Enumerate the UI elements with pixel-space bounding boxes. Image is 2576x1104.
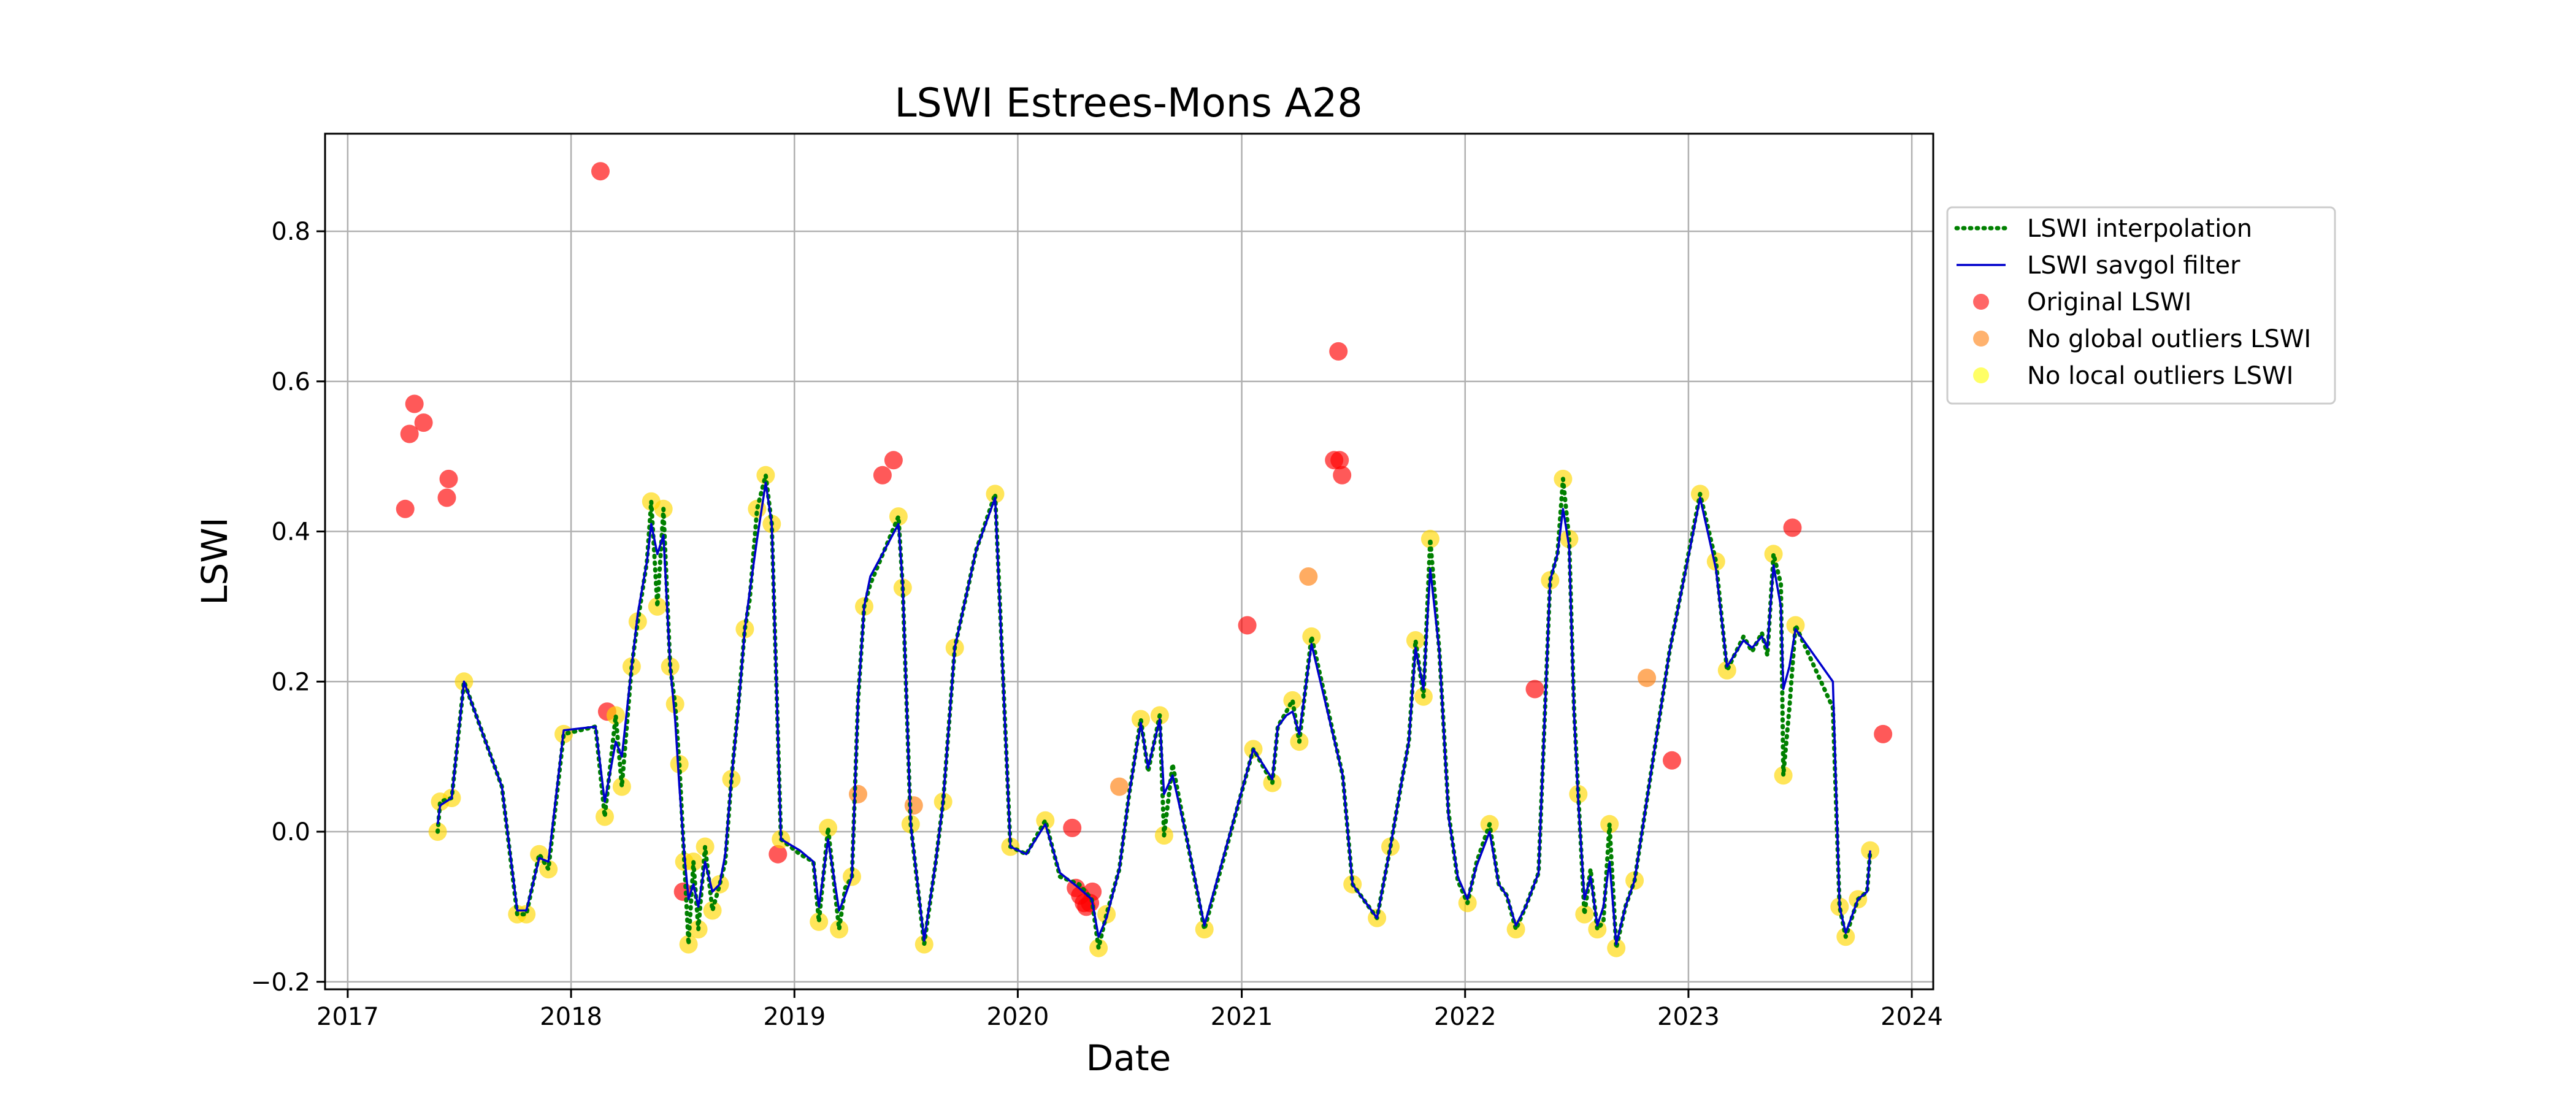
legend-label-interpolation: LSWI interpolation <box>2027 215 2252 243</box>
legend-swatch-no-global-outliers <box>1973 331 1989 347</box>
original-lswi-point <box>1063 818 1082 837</box>
original-lswi-point <box>1525 680 1544 699</box>
x-tick-label: 2024 <box>1880 1003 1943 1031</box>
x-tick-label: 2021 <box>1211 1003 1273 1031</box>
no-global-outliers-point <box>904 796 923 815</box>
y-tick-label: 0.0 <box>271 818 310 846</box>
original-lswi-point <box>884 451 903 470</box>
no-local-outliers-point <box>1717 661 1736 680</box>
original-lswi-point <box>414 413 433 432</box>
no-local-outliers-point <box>1607 938 1626 957</box>
x-axis-label: Date <box>1086 1037 1171 1079</box>
y-tick-label: 0.8 <box>271 218 310 246</box>
original-lswi-point <box>437 488 456 507</box>
original-lswi-point <box>1329 342 1348 361</box>
original-lswi-point <box>1238 616 1257 635</box>
y-tick-label: 0.6 <box>271 368 310 396</box>
plot-series <box>396 162 1893 957</box>
x-tick-label: 2022 <box>1434 1003 1497 1031</box>
legend-swatch-no-local-outliers <box>1973 367 1989 383</box>
original-lswi-point <box>873 466 892 485</box>
legend-label-original: Original LSWI <box>2027 288 2191 316</box>
original-lswi-point <box>405 394 424 413</box>
y-tick-label: −0.2 <box>251 968 310 997</box>
grid-lines <box>325 134 1933 989</box>
legend: LSWI interpolation LSWI savgol filter Or… <box>1946 206 2336 405</box>
legend-label-no-local-outliers: No local outliers LSWI <box>2027 362 2293 390</box>
no-local-outliers-point <box>1195 920 1214 939</box>
x-tick-label: 2019 <box>763 1003 826 1031</box>
y-axis-label: LSWI <box>194 517 236 605</box>
original-lswi-point <box>439 469 458 488</box>
legend-swatch-original <box>1973 294 1989 310</box>
no-local-outliers-point <box>679 935 698 954</box>
original-lswi-point <box>1783 518 1802 537</box>
original-lswi-point <box>400 424 419 443</box>
x-tick-label: 2017 <box>316 1003 379 1031</box>
no-global-outliers-point <box>1638 669 1657 688</box>
original-lswi-point <box>1330 451 1349 470</box>
no-global-outliers-point <box>1110 777 1129 796</box>
x-tick-label: 2023 <box>1657 1003 1720 1031</box>
x-tick-label: 2020 <box>987 1003 1049 1031</box>
original-lswi-point <box>769 845 788 864</box>
original-lswi-point <box>1874 724 1893 743</box>
chart-title: LSWI Estrees-Mons A28 <box>894 80 1362 126</box>
no-local-outliers-point <box>1575 905 1594 924</box>
original-lswi-point <box>1333 466 1352 485</box>
plot-frame <box>324 132 1934 991</box>
savgol-filter-line <box>436 481 1871 946</box>
y-tick-label: 0.2 <box>271 668 310 696</box>
legend-label-savgol: LSWI savgol filter <box>2027 251 2241 280</box>
original-lswi-point <box>396 499 415 518</box>
legend-box <box>1946 206 2336 405</box>
x-tick-label: 2018 <box>540 1003 602 1031</box>
no-global-outliers-point <box>1299 567 1318 586</box>
no-local-outliers-point <box>648 597 667 616</box>
axis-ticks: 2017 2018 2019 2020 2021 2022 2023 2024 −0.2 0.0 0… <box>251 218 1943 1031</box>
no-local-outliers-point <box>1420 529 1439 548</box>
y-tick-label: 0.4 <box>271 518 310 546</box>
legend-label-no-global-outliers: No global outliers LSWI <box>2027 325 2311 353</box>
original-lswi-point <box>1663 751 1681 770</box>
original-lswi-point <box>591 162 610 181</box>
no-global-outliers-point <box>849 784 867 803</box>
no-local-outliers-point <box>1786 616 1805 635</box>
original-lswi-points <box>396 162 1893 916</box>
